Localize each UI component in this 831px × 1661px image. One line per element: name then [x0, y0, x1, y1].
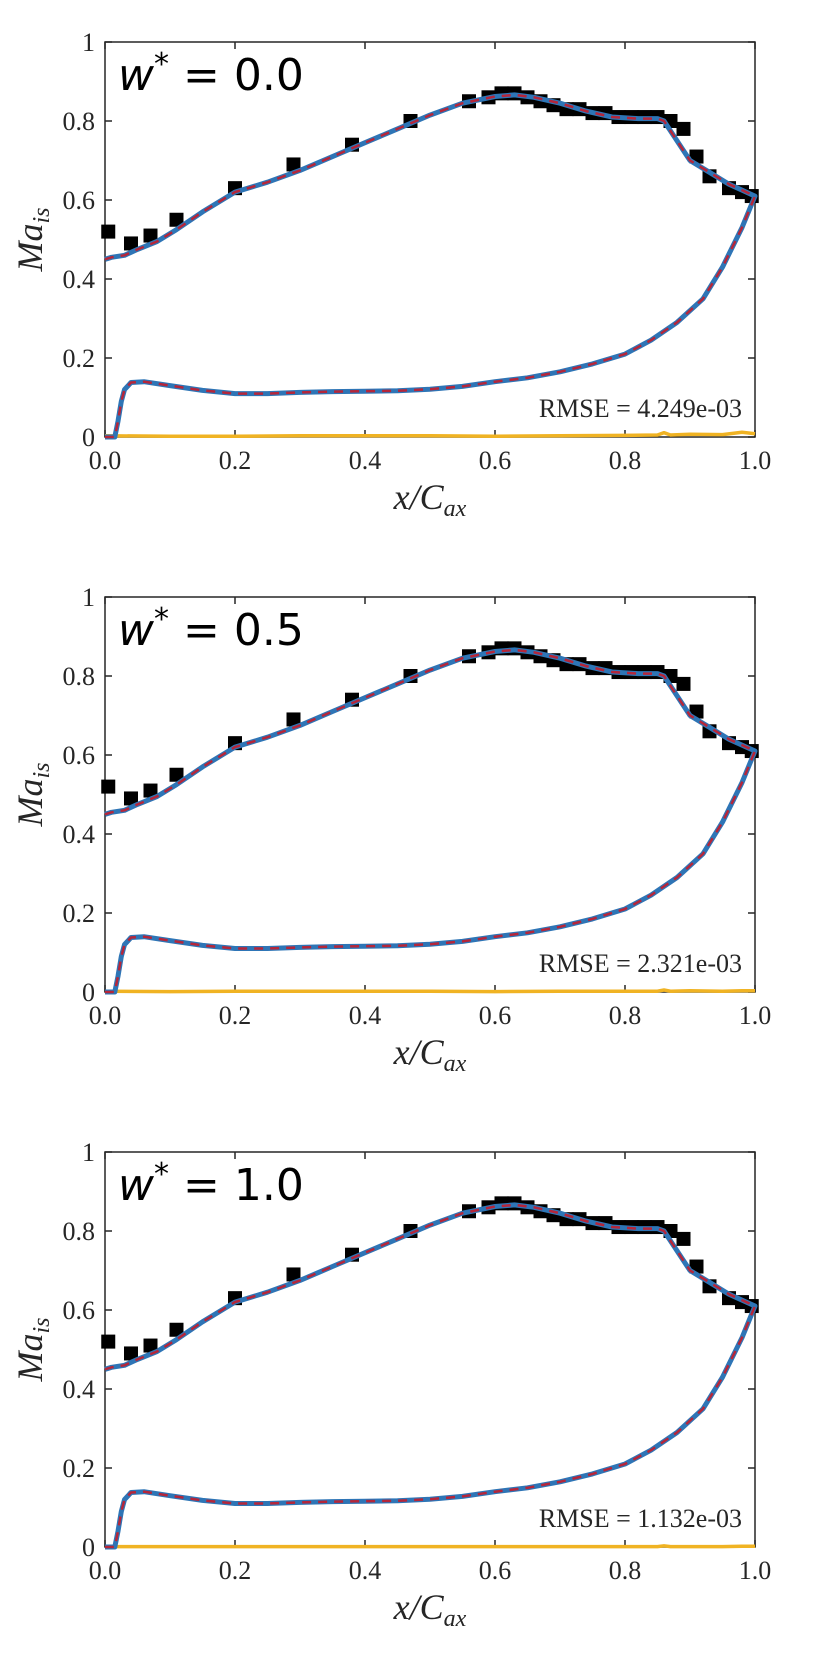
experiment-marker [124, 236, 138, 251]
x-tick-label: 0.2 [219, 446, 252, 475]
series-error-line [104, 988, 755, 994]
experiment-marker [676, 121, 691, 136]
series-prediction-line [104, 93, 757, 439]
experiment-marker [143, 783, 158, 798]
x-tick-label: 0.8 [609, 1556, 642, 1585]
experiment-marker [286, 1267, 301, 1282]
experiment-marker [101, 224, 116, 239]
experiment-marker [124, 1346, 138, 1361]
x-tick-label: 0.2 [219, 1556, 252, 1585]
y-tick-label: 0.4 [63, 265, 96, 294]
y-tick-label: 0.6 [63, 1296, 96, 1325]
panel-1: 00.20.40.60.810.0 0.2 0.4 0.6 0.8 1.0x/CaxMai… [10, 28, 771, 522]
y-tick-label: 0.4 [63, 1375, 96, 1404]
y-tick-label: 0.2 [63, 899, 96, 928]
experiment-marker [169, 767, 184, 782]
x-tick-label: 0.8 [609, 1001, 642, 1030]
y-tick-label: 0 [82, 423, 95, 452]
x-tick-label: 0.8 [609, 446, 642, 475]
experiment-marker [169, 212, 184, 227]
experiment-marker [676, 676, 691, 691]
y-tick-label: 0 [82, 1533, 95, 1562]
x-tick-label: 0.4 [349, 1556, 382, 1585]
panel-3: 00.20.40.60.810.0 0.2 0.4 0.6 0.8 1.0x/CaxMai… [10, 1138, 771, 1632]
experiment-marker [143, 228, 158, 243]
y-tick-label: 0.4 [63, 820, 96, 849]
experiment-marker [101, 779, 116, 794]
rmse-annotation: RMSE = 2.321e-03 [539, 949, 742, 978]
panel-title: w* = 1.0 [118, 1157, 304, 1211]
experiment-marker [286, 712, 301, 727]
rmse-annotation: RMSE = 1.132e-03 [539, 1504, 742, 1533]
experiment-marker [101, 1334, 116, 1349]
experiment-marker [676, 1231, 691, 1246]
series-prediction-line [104, 648, 757, 994]
series-error-line [104, 430, 756, 438]
experiment-marker [169, 1322, 184, 1337]
x-tick-label: 0.6 [479, 1556, 512, 1585]
y-tick-label: 0.2 [63, 1454, 96, 1483]
experiment-marker [143, 1338, 158, 1353]
experiment-marker [124, 791, 138, 806]
panel-title: w* = 0.0 [118, 47, 304, 101]
y-tick-label: 1 [82, 583, 95, 612]
y-tick-label: 1 [82, 1138, 95, 1167]
x-tick-label: 0.0 [89, 446, 122, 475]
series-error-line [105, 1544, 755, 1549]
x-tick-label: 0.2 [219, 1001, 252, 1030]
x-tick-label: 0.6 [479, 1001, 512, 1030]
x-tick-label: 1.0 [739, 446, 772, 475]
panel-title: w* = 0.5 [118, 602, 304, 656]
y-tick-label: 0.6 [63, 741, 96, 770]
series-prediction-line [104, 1203, 757, 1549]
x-tick-label: 1.0 [739, 1556, 772, 1585]
y-tick-label: 0.8 [63, 1217, 96, 1246]
y-tick-label: 0.6 [63, 186, 96, 215]
x-tick-label: 0.4 [349, 1001, 382, 1030]
y-tick-label: 0.8 [63, 662, 96, 691]
y-tick-label: 1 [82, 28, 95, 57]
x-tick-label: 0.4 [349, 446, 382, 475]
x-tick-label: 0.0 [89, 1556, 122, 1585]
y-tick-label: 0 [82, 978, 95, 1007]
x-tick-label: 0.0 [89, 1001, 122, 1030]
rmse-annotation: RMSE = 4.249e-03 [539, 394, 742, 423]
y-tick-label: 0.2 [63, 344, 96, 373]
x-tick-label: 0.6 [479, 446, 512, 475]
y-tick-label: 0.8 [63, 107, 96, 136]
x-tick-label: 1.0 [739, 1001, 772, 1030]
experiment-marker [286, 157, 301, 172]
